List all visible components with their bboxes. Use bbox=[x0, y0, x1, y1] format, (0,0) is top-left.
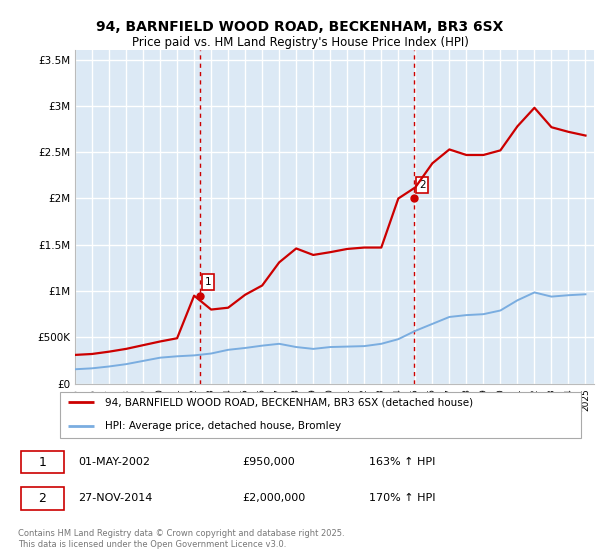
FancyBboxPatch shape bbox=[59, 392, 581, 437]
Text: 27-NOV-2014: 27-NOV-2014 bbox=[78, 493, 152, 503]
Text: Price paid vs. HM Land Registry's House Price Index (HPI): Price paid vs. HM Land Registry's House … bbox=[131, 36, 469, 49]
Text: 01-MAY-2002: 01-MAY-2002 bbox=[78, 457, 150, 467]
FancyBboxPatch shape bbox=[20, 451, 64, 473]
Text: 94, BARNFIELD WOOD ROAD, BECKENHAM, BR3 6SX: 94, BARNFIELD WOOD ROAD, BECKENHAM, BR3 … bbox=[97, 20, 503, 34]
Text: 170% ↑ HPI: 170% ↑ HPI bbox=[369, 493, 436, 503]
Text: HPI: Average price, detached house, Bromley: HPI: Average price, detached house, Brom… bbox=[104, 422, 341, 432]
Text: 1: 1 bbox=[205, 277, 212, 287]
Text: 163% ↑ HPI: 163% ↑ HPI bbox=[369, 457, 436, 467]
Text: Contains HM Land Registry data © Crown copyright and database right 2025.
This d: Contains HM Land Registry data © Crown c… bbox=[18, 529, 344, 549]
Text: £2,000,000: £2,000,000 bbox=[242, 493, 305, 503]
Text: 2: 2 bbox=[419, 180, 425, 190]
Text: £950,000: £950,000 bbox=[242, 457, 295, 467]
Text: 94, BARNFIELD WOOD ROAD, BECKENHAM, BR3 6SX (detached house): 94, BARNFIELD WOOD ROAD, BECKENHAM, BR3 … bbox=[104, 397, 473, 407]
Text: 2: 2 bbox=[38, 492, 46, 505]
Text: 1: 1 bbox=[38, 455, 46, 469]
FancyBboxPatch shape bbox=[20, 487, 64, 510]
